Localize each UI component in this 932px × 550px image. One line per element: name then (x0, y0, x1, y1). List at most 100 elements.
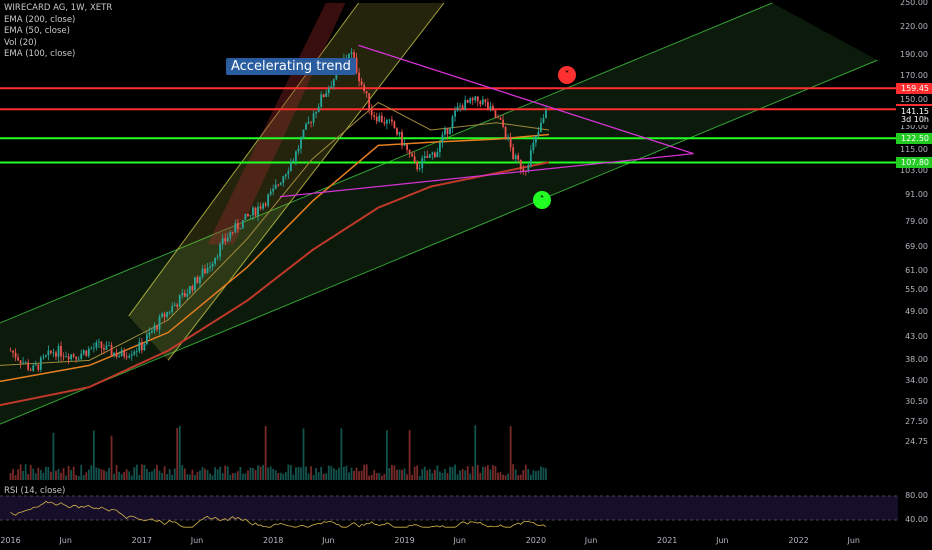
volume-bar (517, 475, 520, 480)
volume-bar (444, 469, 446, 480)
candle-body (87, 348, 90, 356)
volume-bar (42, 472, 45, 480)
volume-bar (370, 474, 373, 480)
candle-body (295, 151, 297, 161)
candle-body (14, 352, 17, 358)
volume-bar (226, 466, 229, 480)
volume-bar (82, 475, 85, 480)
volume-bar (9, 473, 12, 480)
candle-body (449, 128, 451, 135)
y-tick-label: 30.50 (905, 397, 928, 407)
x-tick-label: Jun (59, 536, 72, 545)
y-tick-label: 27.50 (905, 416, 928, 426)
volume-bar (335, 469, 338, 480)
volume-bar (72, 466, 75, 480)
legend-ema100: EMA (100, close) (4, 49, 76, 59)
volume-bar (98, 468, 100, 480)
candle-body (163, 313, 166, 317)
candle-body (269, 191, 272, 195)
volume-bar (365, 464, 368, 480)
volume-bar (166, 474, 169, 480)
x-tick-label: Jun (453, 536, 466, 545)
volume-bar (297, 466, 300, 480)
candle-body (209, 266, 211, 268)
volume-bar (156, 464, 158, 480)
candle-body (433, 152, 436, 158)
price-tag: 159.45 (896, 82, 932, 94)
candle-body (60, 346, 62, 357)
x-tick-label: Jun (847, 536, 860, 545)
candle-body (193, 277, 196, 291)
volume-bar (27, 474, 30, 480)
candle-body (39, 357, 42, 370)
volume-bar (161, 473, 163, 480)
trend-channels (0, 2, 878, 425)
price-tag: 3d 10h (896, 113, 932, 125)
volume-bar (406, 474, 408, 480)
volume-bar (95, 467, 98, 480)
candle-body (474, 96, 477, 101)
candle-body (196, 277, 199, 284)
candle-body (82, 350, 85, 354)
volume-bar (532, 470, 535, 480)
candle-body (529, 150, 532, 166)
volume-bar (534, 471, 537, 480)
candle-body (527, 165, 530, 172)
candle-body (378, 115, 381, 122)
volume-bar (375, 473, 378, 480)
volume-bar (289, 465, 292, 480)
volume-bar (529, 474, 532, 480)
volume-bar (229, 474, 232, 480)
x-tick-label: Jun (190, 536, 204, 545)
candle-body (199, 277, 201, 284)
candle-body (178, 295, 181, 307)
volume-bar (378, 473, 381, 480)
volume-bar (388, 467, 391, 480)
candle-body (416, 161, 419, 170)
candle-body (277, 184, 280, 186)
volume-bar (62, 468, 65, 480)
volume-bar (123, 472, 126, 480)
volume-bar (310, 466, 312, 480)
candle-body (55, 352, 57, 357)
rsi-panel (0, 495, 898, 528)
candle-body (494, 110, 497, 118)
candle-body (247, 213, 249, 217)
volume-bar (423, 466, 426, 480)
candle-body (161, 313, 163, 317)
volume-bar (128, 471, 131, 480)
candle-body (398, 131, 401, 135)
volume-bar (401, 469, 403, 480)
candle-body (211, 263, 214, 267)
volume-bars (9, 425, 547, 480)
candle-body (418, 168, 421, 170)
volume-bar (163, 466, 166, 480)
volume-bar (214, 467, 216, 480)
volume-bar (433, 469, 436, 480)
candle-body (153, 325, 156, 331)
candle-body (168, 311, 171, 313)
y-tick-label: 190.00 (900, 50, 928, 60)
candle-body (85, 350, 88, 356)
candle-body (92, 347, 95, 349)
candle-body (358, 72, 360, 82)
channel-line (167, 2, 445, 361)
volume-bar (178, 425, 181, 480)
volume-bar (14, 475, 17, 480)
volume-bar (135, 464, 138, 480)
candle-body (115, 352, 118, 357)
candle-body (173, 304, 176, 307)
candle-body (130, 354, 133, 356)
volume-bar (201, 467, 204, 480)
volume-bar (110, 435, 113, 480)
candle-body (441, 134, 444, 143)
volume-bar (337, 467, 340, 480)
candle-body (365, 90, 368, 94)
candle-body (252, 207, 254, 216)
candle-body (151, 330, 153, 333)
candle-body (368, 93, 371, 110)
volume-bar (330, 466, 333, 480)
candle-body (438, 142, 441, 153)
volume-bar (312, 474, 315, 480)
